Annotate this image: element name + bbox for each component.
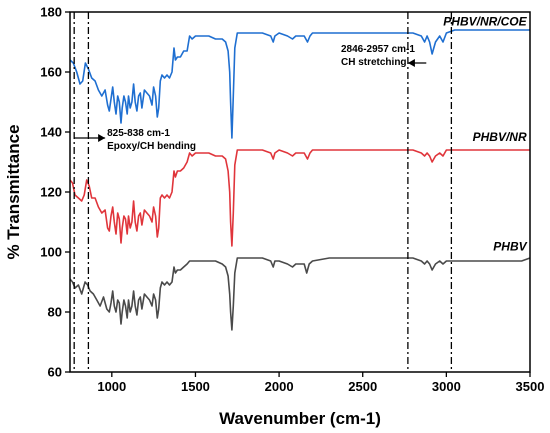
series-line-1	[69, 149, 530, 247]
annotation-text: 2846-2957 cm-1	[341, 44, 415, 55]
annotation-0: 825-838 cm-1 Epoxy/CH bending	[74, 128, 196, 152]
y-tick-label: 120	[40, 185, 62, 200]
axes: 1000 1500 2000 2500 3000 3500 60 80 100 120 140 160…	[40, 5, 544, 395]
annotation-text: 825-838 cm-1	[107, 128, 170, 139]
series-label-0: PHBV/NR/COE	[443, 15, 527, 29]
series-label-1: PHBV/NR	[473, 130, 527, 144]
series-labels: PHBV/NR/COE PHBV/NR PHBV	[443, 15, 527, 254]
y-tick-label: 160	[40, 65, 62, 80]
x-tick-label: 2000	[265, 379, 294, 394]
x-tick-label: 3500	[516, 379, 545, 394]
annotation-arrow-head	[98, 134, 106, 142]
x-axis-title: Wavenumber (cm-1)	[219, 409, 381, 428]
y-tick-label: 60	[48, 365, 62, 380]
annotation-arrow-head	[407, 59, 415, 67]
x-tick-label: 1500	[181, 379, 210, 394]
series-layer	[69, 29, 531, 331]
y-tick-label: 80	[48, 305, 62, 320]
x-tick-label: 3000	[432, 379, 461, 394]
y-tick-label: 180	[40, 5, 62, 20]
y-tick-label: 100	[40, 245, 62, 260]
x-tick-label: 2500	[348, 379, 377, 394]
x-tick-label: 1000	[97, 379, 126, 394]
annotations: 825-838 cm-1 Epoxy/CH bending 2846-2957 cm…	[74, 44, 427, 152]
y-axis-title: % Transmittance	[4, 124, 23, 259]
reference-lines	[73, 12, 453, 372]
annotation-text: CH stretching	[341, 57, 407, 68]
series-line-0	[69, 29, 530, 139]
series-label-2: PHBV	[493, 240, 527, 254]
y-tick-label: 140	[40, 125, 62, 140]
series-line-2	[69, 257, 531, 331]
annotation-text: Epoxy/CH bending	[107, 141, 196, 152]
annotation-1: 2846-2957 cm-1 CH stretching	[341, 44, 427, 68]
